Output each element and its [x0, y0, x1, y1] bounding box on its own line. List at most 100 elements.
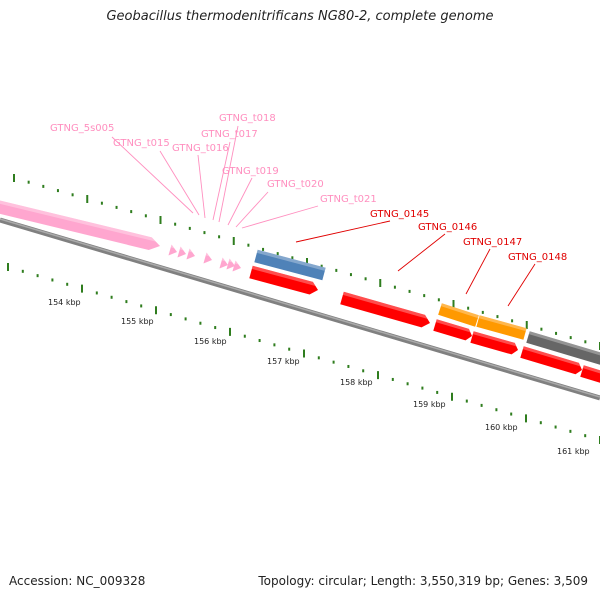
inner-scale-tick — [465, 399, 468, 403]
scale-label: 158 kbp — [340, 378, 373, 387]
inner-scale-tick — [214, 326, 217, 330]
gene-label-leader — [227, 177, 253, 226]
inner-scale-tick — [317, 356, 320, 360]
gene-label: GTNG_t020 — [267, 179, 324, 190]
gene-label-leader — [197, 154, 206, 219]
outer-scale-tick — [511, 319, 514, 323]
accession-text: Accession: NC_009328 — [9, 574, 146, 588]
inner-scale-tick — [140, 304, 143, 308]
scale-ticks — [7, 174, 600, 444]
gene-label: GTNG_0146 — [418, 222, 477, 233]
gene-labels: GTNG_5s005 GTNG_t015 GTNG_t016 GTNG_t017 GTN… — [50, 113, 567, 263]
inner-scale-tick — [21, 269, 24, 273]
scale-label: 159 kbp — [413, 400, 446, 409]
rrna-gene-arrow — [0, 199, 160, 250]
inner-scale-tick — [125, 300, 128, 304]
outer-scale-tick — [218, 235, 221, 239]
outer-scale-tick — [437, 298, 440, 302]
gene-label-leader — [159, 150, 200, 216]
scale-labels: 154 kbp 155 kbp 156 kbp 157 kbp 158 kbp 159 k… — [48, 298, 590, 456]
inner-scale-tick — [66, 282, 69, 286]
outer-scale-tick — [174, 222, 177, 226]
trna-gene-arrow — [232, 260, 241, 272]
inner-scale-tick — [7, 263, 9, 271]
outer-scale-tick — [232, 237, 235, 245]
inner-scale-tick — [332, 360, 335, 364]
outer-scale-tick — [481, 310, 484, 314]
gene-label-leader — [212, 141, 231, 221]
outer-scale-tick — [320, 264, 323, 268]
outer-scale-tick — [540, 327, 543, 331]
gene-label: GTNG_5s005 — [50, 123, 114, 134]
gene-label-leader — [397, 233, 446, 272]
outer-scale-tick — [408, 289, 411, 293]
gene-label-leader — [507, 263, 536, 307]
inner-scale-tick — [436, 390, 439, 394]
inner-scale-tick — [391, 377, 394, 381]
inner-scale-tick — [184, 317, 187, 321]
map-title: Geobacillus thermodenitrificans NG80-2, … — [106, 9, 494, 24]
cds-gene-0147 — [438, 303, 479, 327]
trna-gene-arrow — [168, 244, 177, 256]
label-leader-lines — [111, 125, 536, 307]
outer-scale-tick — [71, 193, 74, 197]
cds-gene-0145 — [249, 265, 318, 295]
cds-gene-0148 — [476, 315, 527, 340]
cds-gene-red — [520, 346, 582, 375]
inner-scale-tick — [95, 291, 98, 295]
outer-scale-tick — [555, 331, 558, 335]
outer-scale-tick — [335, 268, 338, 272]
outer-scale-tick — [159, 216, 162, 224]
gene-label: GTNG_0148 — [508, 252, 567, 263]
inner-scale-tick — [288, 347, 291, 351]
inner-scale-tick — [155, 306, 157, 315]
gene-label: GTNG_t019 — [222, 166, 279, 177]
trna-gene-arrow — [219, 257, 228, 269]
gene-label-leader — [465, 248, 491, 295]
gene-label: GTNG_t021 — [320, 194, 377, 205]
scale-label: 155 kbp — [121, 317, 154, 326]
trna-gene-arrow — [203, 252, 212, 264]
outer-scale-tick — [203, 231, 206, 235]
outer-scale-tick — [130, 210, 133, 214]
inner-scale-tick — [421, 386, 424, 390]
outer-scale-tick — [115, 205, 118, 209]
outer-scale-tick — [100, 201, 103, 205]
inner-scale-tick — [525, 414, 527, 423]
gene-label-leader — [241, 205, 319, 229]
cds-gene-0146 — [340, 291, 430, 328]
gene-label-leader — [295, 220, 391, 243]
trna-gene-arrow — [226, 258, 235, 270]
inner-scale-tick — [539, 421, 542, 425]
outer-scale-tick — [13, 174, 15, 182]
outer-scale-tick — [291, 256, 294, 260]
cds-gene-red — [470, 331, 519, 355]
inner-scale-tick — [377, 371, 379, 380]
inner-scale-tick — [169, 313, 172, 317]
inner-scale-tick — [495, 408, 498, 412]
outer-scale-tick — [379, 279, 382, 287]
genome-summary: Topology: circular; Length: 3,550,319 bp… — [258, 574, 588, 588]
outer-scale-tick — [349, 273, 352, 277]
cds-gene-blue — [254, 249, 326, 281]
outer-scale-tick — [42, 184, 45, 188]
outer-scale-tick — [364, 277, 367, 281]
scale-label: 161 kbp — [557, 447, 590, 456]
outer-scale-tick — [247, 243, 250, 247]
inner-scale-tick — [347, 364, 350, 368]
scale-label: 156 kbp — [194, 337, 227, 346]
inner-scale-tick — [480, 403, 483, 407]
cds-genes — [249, 249, 600, 384]
outer-scale-tick — [144, 214, 147, 218]
outer-scale-tick — [86, 195, 89, 203]
inner-scale-tick — [584, 434, 587, 438]
outer-scale-tick — [56, 189, 59, 193]
gene-label: GTNG_t016 — [172, 143, 229, 154]
outer-scale-tick — [496, 315, 499, 319]
outer-scale-tick — [276, 252, 279, 256]
inner-scale-tick — [36, 274, 39, 278]
outer-scale-tick — [306, 258, 308, 266]
inner-scale-tick — [569, 429, 572, 433]
inner-scale-tick — [406, 382, 409, 386]
inner-scale-tick — [362, 369, 365, 373]
